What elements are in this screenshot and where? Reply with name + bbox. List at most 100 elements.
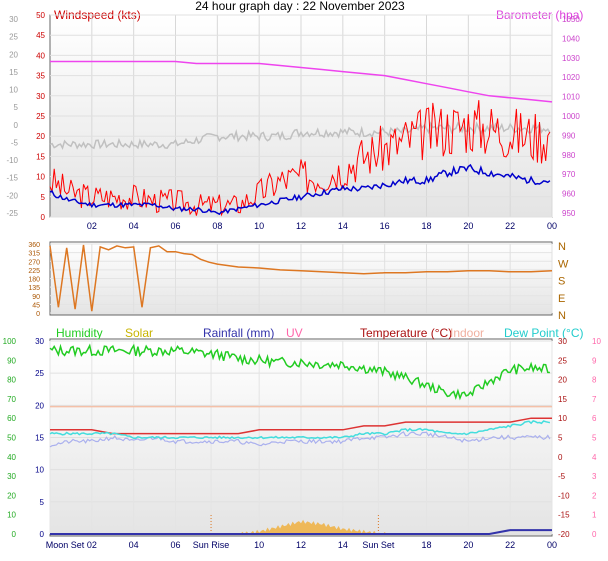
indoor-legend: Indoor — [450, 326, 484, 340]
wind-gray-line — [49, 121, 551, 150]
wind-temp-tick: -10 — [6, 156, 18, 165]
temp-left-tick: 10 — [35, 466, 44, 475]
uv-tick: 9 — [592, 356, 597, 365]
uv-tick: 3 — [592, 472, 597, 481]
wind-hpa-tick: 1000 — [562, 112, 580, 121]
wind-temp-tick: 20 — [9, 50, 18, 59]
humidity-tick: 60 — [7, 414, 16, 423]
wind-hpa-tick: 990 — [562, 131, 576, 140]
temperature-line — [50, 417, 552, 435]
wind-hpa-tick: 980 — [562, 151, 576, 160]
temp-right-tick: 0 — [558, 453, 563, 462]
wind-temp-tick: 15 — [9, 68, 18, 77]
temp-right-tick: -20 — [558, 530, 570, 539]
uv-legend: UV — [286, 326, 303, 340]
uv-tick: 6 — [592, 414, 597, 423]
temp-left-tick: 15 — [35, 434, 44, 443]
temp-left-tick: 25 — [35, 369, 44, 378]
climate-x-tick: 02 — [87, 540, 97, 550]
compass-label: N — [558, 310, 566, 322]
wind-hpa-tick: 1030 — [562, 54, 580, 63]
compass-label: N — [558, 241, 566, 253]
temp-right-tick: -5 — [558, 472, 566, 481]
uv-tick: 4 — [592, 453, 597, 462]
wind-temp-tick: 10 — [9, 86, 18, 95]
temp-right-tick: -10 — [558, 491, 570, 500]
compass-label: E — [558, 293, 565, 305]
uv-tick: 5 — [592, 434, 597, 443]
humidity-tick: 80 — [7, 376, 16, 385]
wind-x-tick: 00 — [547, 221, 557, 231]
wind-hpa-tick: 970 — [562, 170, 576, 179]
temp-left-tick: 20 — [35, 401, 44, 410]
direction-tick: 225 — [28, 268, 40, 275]
wind-kts-tick: 50 — [36, 11, 45, 20]
uv-tick: 10 — [592, 337, 601, 346]
wind-x-tick: 14 — [338, 221, 348, 231]
wind-x-tick: 04 — [129, 221, 139, 231]
climate-x-tick: 00 — [547, 540, 557, 550]
direction-tick: 45 — [32, 302, 40, 309]
temp-right-tick: 20 — [558, 376, 567, 385]
humidity-tick: 100 — [3, 337, 17, 346]
direction-tick: 90 — [32, 294, 40, 301]
climate-x-tick: 18 — [421, 540, 431, 550]
climate-x-tick: 10 — [254, 540, 264, 550]
compass-label: S — [558, 276, 565, 288]
wind-temp-tick: 5 — [14, 103, 19, 112]
climate-x-tick: Moon Set — [46, 540, 85, 550]
wind-x-tick: 16 — [380, 221, 390, 231]
temp-left-tick: 0 — [40, 530, 45, 539]
lavender-line — [49, 431, 551, 448]
temp-left-tick: 30 — [35, 337, 44, 346]
wind-kts-tick: 40 — [36, 51, 45, 60]
wind-temp-tick: 0 — [14, 121, 19, 130]
uv-tick: 8 — [592, 376, 597, 385]
wind-kts-tick: 35 — [36, 72, 45, 81]
climate-x-tick: 04 — [129, 540, 139, 550]
wind-x-tick: 10 — [254, 221, 264, 231]
temp-right-tick: 25 — [558, 356, 567, 365]
climate-x-tick: Sun Set — [362, 540, 395, 550]
wind-kts-tick: 45 — [36, 31, 45, 40]
dewpoint-legend: Dew Point (°C) — [504, 326, 583, 340]
wind-kts-tick: 10 — [36, 173, 45, 182]
wind-direction-line — [49, 244, 553, 312]
wind-hpa-tick: 950 — [562, 209, 576, 218]
temp-right-tick: 30 — [558, 337, 567, 346]
windspeed-line — [49, 100, 551, 217]
wind-x-tick: 18 — [421, 221, 431, 231]
wind-x-tick: 02 — [87, 221, 97, 231]
solar-area — [50, 519, 552, 534]
wind-x-tick: 20 — [463, 221, 473, 231]
climate-x-tick: 20 — [463, 540, 473, 550]
barometer-line — [50, 60, 553, 103]
wind-temp-tick: -25 — [6, 209, 18, 218]
uv-tick: 2 — [592, 491, 597, 500]
wind-x-tick: 22 — [505, 221, 515, 231]
humidity-tick: 10 — [7, 511, 16, 520]
temp-right-tick: 5 — [558, 434, 563, 443]
wind-x-tick: 12 — [296, 221, 306, 231]
wind-kts-tick: 25 — [36, 112, 45, 121]
wind-kts-tick: 20 — [36, 132, 45, 141]
wind-hpa-tick: 960 — [562, 190, 576, 199]
wind-hpa-tick: 1040 — [562, 34, 580, 43]
wind-kts-tick: 0 — [41, 213, 46, 222]
wind-temp-tick: 30 — [9, 15, 18, 24]
wind-temp-tick: -15 — [6, 174, 18, 183]
humidity-tick: 30 — [7, 472, 16, 481]
climate-x-tick: 06 — [170, 540, 180, 550]
wind-hpa-tick: 1010 — [562, 93, 580, 102]
wind-kts-tick: 5 — [41, 193, 46, 202]
direction-tick: 270 — [28, 259, 40, 266]
dewpoint-line — [49, 420, 551, 440]
temp-left-tick: 5 — [40, 498, 45, 507]
climate-x-tick: 12 — [296, 540, 306, 550]
wind-x-tick: 06 — [170, 221, 180, 231]
climate-x-tick: 14 — [338, 540, 348, 550]
temp-right-tick: -15 — [558, 511, 570, 520]
direction-tick: 0 — [36, 311, 40, 318]
climate-x-tick: Sun Rise — [193, 540, 230, 550]
